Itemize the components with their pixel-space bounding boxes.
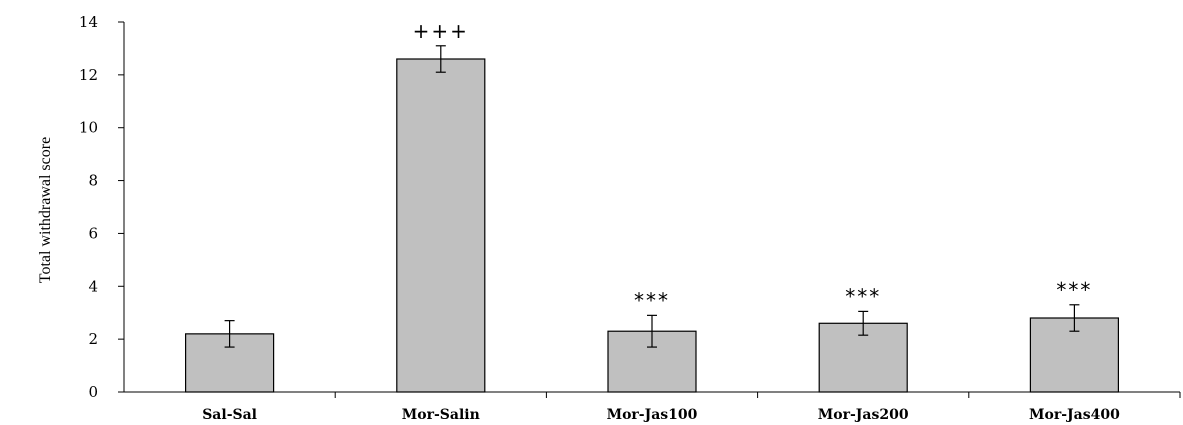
y-tick-label: 10 [79,119,98,137]
x-tick-label: Mor-Jas100 [607,407,698,423]
bars: +++ *** *** *** [185,19,1120,393]
x-tick-label: Mor-Salin [402,407,480,423]
y-tick-label: 4 [88,277,98,295]
y-axis-ticks: 0 2 4 6 8 10 12 14 [79,13,124,401]
significance-marker: *** [634,288,670,312]
x-axis-labels: Sal-Sal Mor-Salin Mor-Jas100 Mor-Jas200 Mor-… [202,392,1181,423]
bar [1029,317,1120,393]
y-tick-label: 8 [88,172,98,190]
axes [123,22,1180,393]
x-tick-label: Sal-Sal [202,407,257,423]
y-axis-label: Total withdrawal score [37,137,54,283]
x-tick-label: Mor-Jas400 [1029,407,1120,423]
y-tick-label: 2 [88,330,98,348]
bar [396,58,486,393]
x-tick-label: Mor-Jas200 [818,407,909,423]
significance-marker: +++ [413,19,469,43]
y-tick-label: 0 [88,383,98,401]
y-tick-label: 14 [79,13,98,31]
y-tick-label: 6 [88,224,98,242]
significance-marker: *** [845,284,881,308]
significance-marker: *** [1056,278,1092,302]
y-tick-label: 12 [79,66,98,84]
